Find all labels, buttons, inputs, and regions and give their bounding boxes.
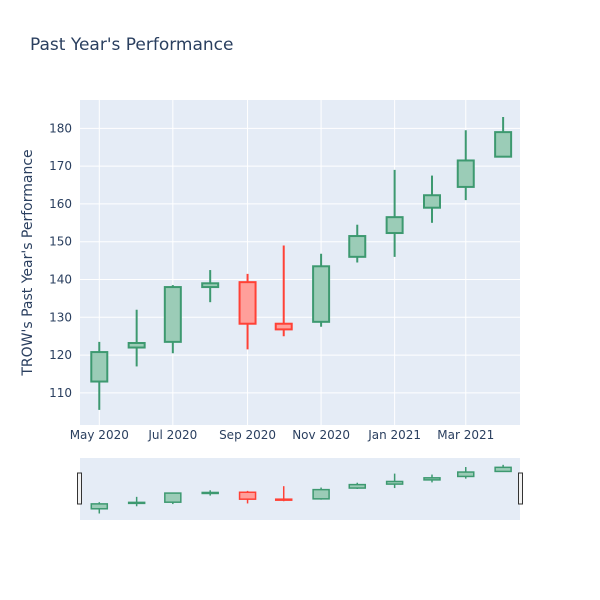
mini-candle [90, 502, 109, 514]
candle-increasing[interactable] [90, 341, 109, 410]
y-axis-title: TROW's Past Year's Performance [20, 149, 36, 376]
y-tick-label: 120 [49, 348, 72, 362]
mini-candle-body [238, 491, 257, 500]
candle-body [385, 216, 404, 235]
y-tick-label: 130 [49, 310, 72, 324]
x-tick-label: May 2020 [70, 428, 129, 442]
mini-candle [164, 492, 182, 505]
candle-decreasing[interactable] [274, 245, 293, 337]
candle-body [348, 235, 367, 258]
mini-candle-body [312, 488, 330, 500]
y-tick-label: 170 [49, 159, 72, 173]
mini-candle-body [127, 501, 146, 505]
candle-body [423, 194, 441, 209]
x-tick-label: Jul 2020 [147, 428, 197, 442]
candle-increasing[interactable] [312, 253, 331, 327]
y-tick-label: 180 [49, 121, 72, 135]
x-tick-label: Mar 2021 [437, 428, 494, 442]
y-tick-label: 110 [49, 386, 72, 400]
candle-body [494, 131, 513, 158]
mini-candle-body [494, 466, 512, 473]
candle-body [456, 159, 475, 188]
x-tick-label: Jan 2021 [367, 428, 421, 442]
x-tick-label: Sep 2020 [219, 428, 276, 442]
y-tick-label: 160 [49, 197, 72, 211]
range-slider-left-handle[interactable] [77, 472, 82, 505]
x-tick-label: Nov 2020 [292, 428, 350, 442]
candle-body [274, 322, 293, 331]
candle-increasing[interactable] [201, 270, 220, 303]
mini-candle [423, 474, 441, 483]
mini-candle [312, 487, 330, 500]
x-axis-ticks: May 2020 Jul 2020 Sep 2020 Nov 2020 Jan 2021… [70, 428, 495, 442]
plot-area[interactable] [80, 100, 520, 425]
candle-increasing[interactable] [494, 117, 513, 158]
y-tick-label: 150 [49, 235, 72, 249]
candle-body [127, 341, 146, 349]
mini-candle-body [348, 483, 367, 489]
candles [90, 117, 513, 410]
grid-lines [80, 100, 520, 425]
candle-decreasing[interactable] [238, 273, 257, 350]
candle-increasing[interactable] [456, 130, 475, 201]
candle-body [90, 351, 109, 383]
mini-candle [457, 467, 475, 479]
candle-increasing[interactable] [423, 175, 441, 223]
mini-candle [348, 482, 367, 489]
candle-body [238, 281, 257, 325]
mini-candle [274, 486, 293, 502]
candle-body [312, 265, 331, 323]
mini-candle [127, 496, 146, 507]
chart-title: Past Year's Performance [30, 35, 234, 55]
mini-candle-body [457, 471, 475, 478]
mini-candle [238, 490, 257, 504]
candle-increasing[interactable] [127, 309, 146, 367]
candle-body [201, 282, 220, 289]
mini-candle [494, 464, 512, 473]
candle-increasing[interactable] [385, 169, 404, 257]
candle-increasing[interactable] [163, 285, 182, 354]
candle-increasing[interactable] [348, 224, 367, 263]
y-axis-ticks: 110 120 130 140 150 160 170 180 [49, 121, 72, 400]
range-slider-right-handle[interactable] [518, 472, 523, 505]
y-tick-label: 140 [49, 273, 72, 287]
mini-candle [385, 473, 404, 489]
mini-candle-body [90, 503, 109, 510]
mini-candle-body [423, 477, 441, 481]
candle-body [163, 286, 182, 343]
mini-candle-body [164, 492, 182, 503]
mini-candle-body [274, 498, 293, 501]
mini-candle [201, 490, 219, 496]
mini-candle-body [385, 480, 404, 485]
range-slider[interactable] [80, 458, 520, 520]
range-slider-candles [90, 464, 512, 514]
mini-candle-body [201, 491, 219, 495]
